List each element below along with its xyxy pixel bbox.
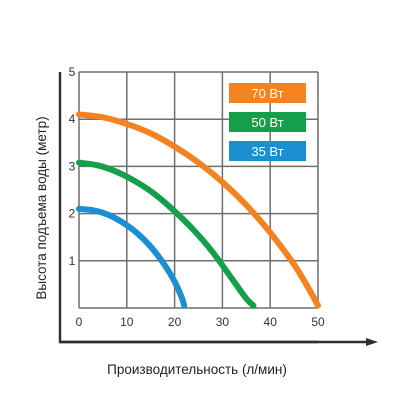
series-line-35-вт xyxy=(76,205,188,309)
axes xyxy=(58,72,378,346)
y-tick-label: 1 xyxy=(69,254,76,268)
legend-swatch xyxy=(229,112,306,132)
grid xyxy=(78,71,319,309)
x-axis-title: Производительность (л/мин) xyxy=(107,362,287,377)
x-tick-label: 10 xyxy=(120,315,134,329)
legend-swatch xyxy=(229,83,306,103)
y-tick-label: 4 xyxy=(69,112,76,126)
series-line-70-вт xyxy=(76,111,321,309)
y-tick-label: 3 xyxy=(69,159,76,173)
tick-labels: 0 10 20 30 40 50 1 2 3 4 5 xyxy=(69,65,325,329)
x-axis-arrow xyxy=(366,338,378,346)
legend: 70 Вт 50 Вт 35 Вт xyxy=(229,83,306,161)
x-tick-label: 30 xyxy=(216,315,230,329)
x-tick-label: 40 xyxy=(264,315,278,329)
x-tick-label: 50 xyxy=(311,315,325,329)
y-tick-label: 2 xyxy=(69,207,76,221)
legend-label: 35 Вт xyxy=(251,144,283,159)
x-tick-label: 0 xyxy=(76,315,83,329)
series-line-50-вт xyxy=(76,159,257,309)
legend-label: 50 Вт xyxy=(251,115,283,130)
x-tick-label: 20 xyxy=(168,315,182,329)
y-axis-title: Высота подъема воды (метр) xyxy=(34,116,49,299)
y-tick-label: 5 xyxy=(69,65,76,79)
legend-label: 70 Вт xyxy=(251,86,283,101)
series-lines xyxy=(76,111,321,309)
legend-swatch xyxy=(229,141,306,161)
